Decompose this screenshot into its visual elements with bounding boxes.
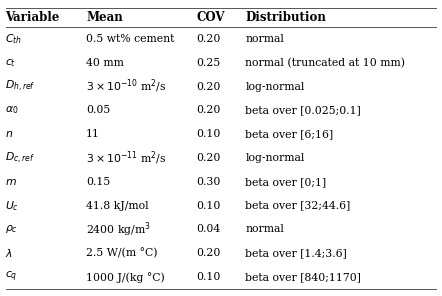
Text: 0.10: 0.10 [197,201,221,211]
Text: 0.20: 0.20 [197,248,221,258]
Text: 0.20: 0.20 [197,153,221,163]
Text: 0.20: 0.20 [197,34,221,44]
Text: $n$: $n$ [5,129,13,139]
Text: Variable: Variable [5,11,60,24]
Text: 0.20: 0.20 [197,81,221,91]
Text: normal (truncated at 10 mm): normal (truncated at 10 mm) [245,57,405,68]
Text: normal: normal [245,34,284,44]
Text: 0.05: 0.05 [86,105,110,115]
Text: 11: 11 [86,129,100,139]
Text: 0.10: 0.10 [197,129,221,139]
Text: COV: COV [197,11,225,24]
Text: $D_{h,ref}$: $D_{h,ref}$ [5,79,36,94]
Text: $\rho_c$: $\rho_c$ [5,223,18,235]
Text: $m$: $m$ [5,177,17,187]
Text: beta over [0.025;0.1]: beta over [0.025;0.1] [245,105,361,115]
Text: beta over [0;1]: beta over [0;1] [245,177,327,187]
Text: 41.8 kJ/mol: 41.8 kJ/mol [86,201,149,211]
Text: beta over [840;1170]: beta over [840;1170] [245,272,361,282]
Text: Mean: Mean [86,11,123,24]
Text: beta over [6;16]: beta over [6;16] [245,129,333,139]
Text: $3 \times 10^{-11}$ m$^2$/s: $3 \times 10^{-11}$ m$^2$/s [86,149,167,167]
Text: $D_{c,ref}$: $D_{c,ref}$ [5,150,35,165]
Text: normal: normal [245,224,284,234]
Text: 0.04: 0.04 [197,224,221,234]
Text: $3 \times 10^{-10}$ m$^2$/s: $3 \times 10^{-10}$ m$^2$/s [86,78,167,95]
Text: 1000 J/(kg °C): 1000 J/(kg °C) [86,272,165,282]
Text: log-normal: log-normal [245,153,305,163]
Text: Distribution: Distribution [245,11,326,24]
Text: 0.5 wt% cement: 0.5 wt% cement [86,34,175,44]
Text: 2400 kg/m$^3$: 2400 kg/m$^3$ [86,220,151,239]
Text: 0.30: 0.30 [197,177,221,187]
Text: $\alpha_0$: $\alpha_0$ [5,104,19,116]
Text: beta over [32;44.6]: beta over [32;44.6] [245,201,351,211]
Text: log-normal: log-normal [245,81,305,91]
Text: 40 mm: 40 mm [86,58,124,68]
Text: $C_{th}$: $C_{th}$ [5,32,22,46]
Text: 0.15: 0.15 [86,177,110,187]
Text: $c_t$: $c_t$ [5,57,16,69]
Text: 2.5 W/(m °C): 2.5 W/(m °C) [86,248,158,259]
Text: $c_q$: $c_q$ [5,270,18,284]
Text: $\lambda$: $\lambda$ [5,247,13,259]
Text: 0.20: 0.20 [197,105,221,115]
Text: beta over [1.4;3.6]: beta over [1.4;3.6] [245,248,347,258]
Text: 0.10: 0.10 [197,272,221,282]
Text: 0.25: 0.25 [197,58,221,68]
Text: $U_c$: $U_c$ [5,199,19,213]
